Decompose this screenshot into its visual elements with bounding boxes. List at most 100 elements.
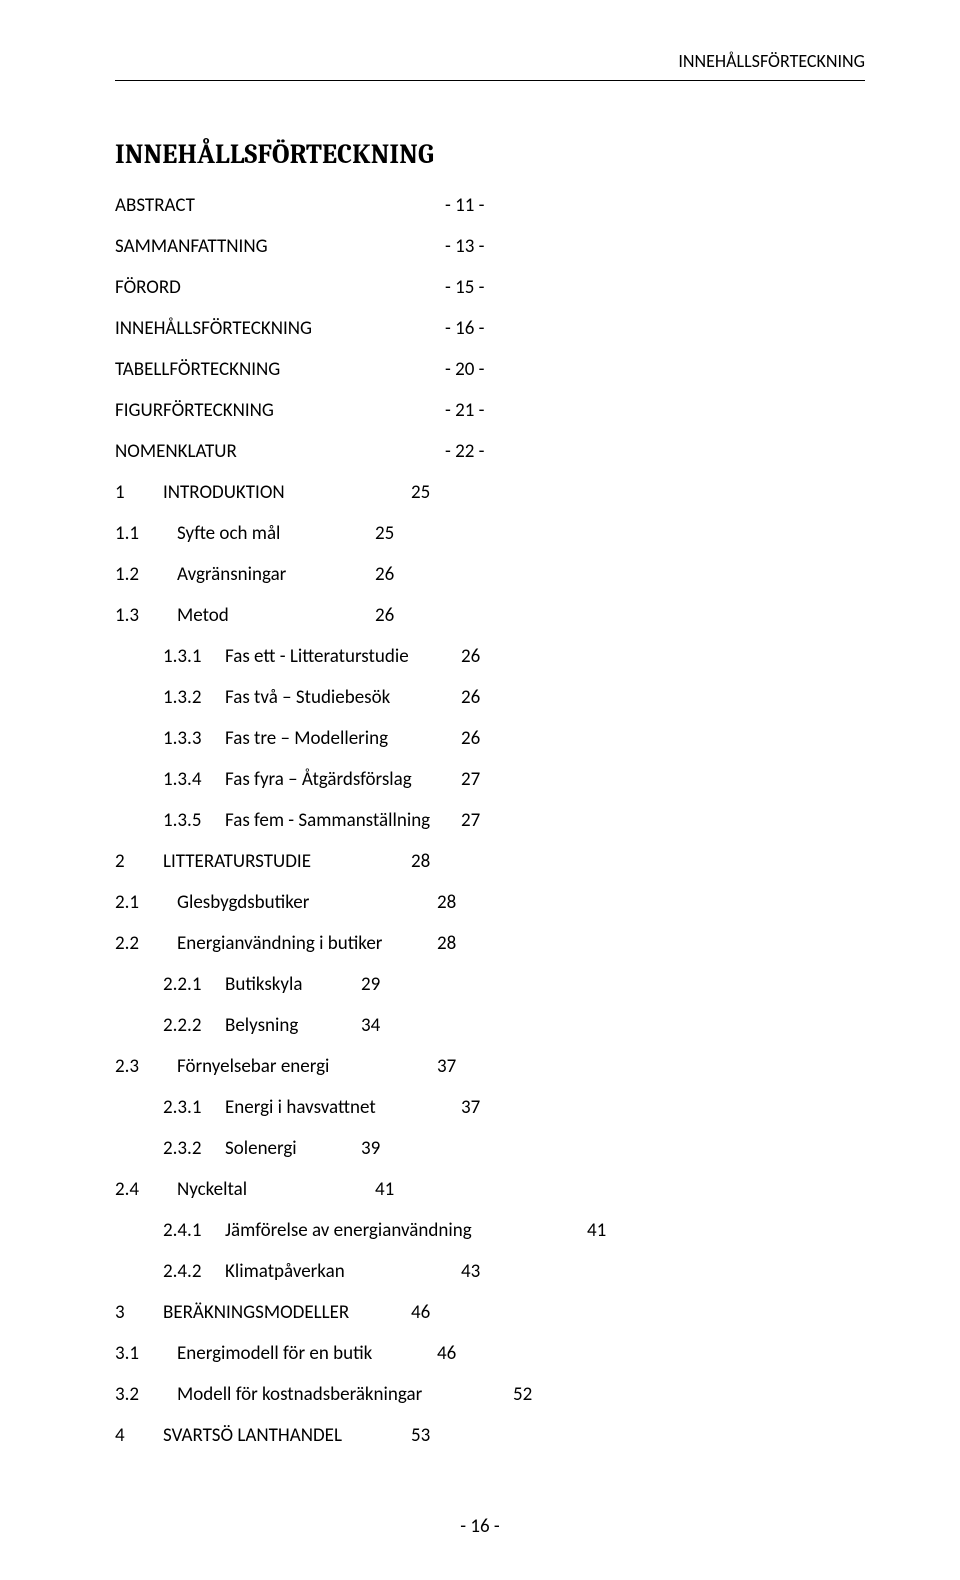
toc-entry-page: - 15 - — [445, 276, 484, 299]
toc-entry-title: Solenergi — [225, 1137, 361, 1160]
toc-entry-page: 26 — [461, 686, 480, 709]
toc-entry-number: 2.4 — [115, 1178, 177, 1201]
toc-entry-title: INNEHÅLLSFÖRTECKNING — [115, 317, 445, 340]
toc-entry-page: 53 — [411, 1424, 430, 1447]
toc-entry-title: FIGURFÖRTECKNING — [115, 399, 445, 422]
toc-entry-title: SVARTSÖ LANTHANDEL — [163, 1424, 411, 1447]
toc-row: 1.3.4Fas fyra – Åtgärdsförslag27 — [115, 768, 865, 791]
toc-entry-number: 2.3 — [115, 1055, 177, 1078]
toc-row: 2.4Nyckeltal41 — [115, 1178, 865, 1201]
toc-entry-title: Glesbygdsbutiker — [177, 891, 437, 914]
page-title: INNEHÅLLSFÖRTECKNING — [115, 139, 865, 170]
toc-row: 2.3.2Solenergi39 — [115, 1137, 865, 1160]
toc-entry-title: Nyckeltal — [177, 1178, 375, 1201]
toc-entry-number: 1.3.5 — [163, 809, 225, 832]
toc-row: 1.3.3Fas tre – Modellering26 — [115, 727, 865, 750]
toc-entry-title: Fas fyra – Åtgärdsförslag — [225, 768, 461, 791]
toc-entry-title: Energianvändning i butiker — [177, 932, 437, 955]
toc-front-row: ABSTRACT- 11 - — [115, 194, 865, 217]
toc-front-row: NOMENKLATUR- 22 - — [115, 440, 865, 463]
toc-entry-number: 1.3.4 — [163, 768, 225, 791]
toc-entry-page: - 11 - — [445, 194, 484, 217]
toc-entry-title: Fas två – Studiebesök — [225, 686, 461, 709]
toc-row: 2.4.2Klimatpåverkan43 — [115, 1260, 865, 1283]
toc-entry-page: 37 — [437, 1055, 456, 1078]
toc-entry-title: Modell för kostnadsberäkningar — [177, 1383, 513, 1406]
toc-entry-page: - 16 - — [445, 317, 484, 340]
toc-entry-page: 26 — [461, 645, 480, 668]
toc-entry-page: 41 — [375, 1178, 394, 1201]
toc-row: 3.2Modell för kostnadsberäkningar52 — [115, 1383, 865, 1406]
toc-entry-page: 52 — [513, 1383, 532, 1406]
toc-entry-number: 1.3.1 — [163, 645, 225, 668]
toc-row: 3.1Energimodell för en butik46 — [115, 1342, 865, 1365]
page-number-footer: - 16 - — [0, 1515, 960, 1538]
toc-front-row: INNEHÅLLSFÖRTECKNING- 16 - — [115, 317, 865, 340]
toc-entry-page: 27 — [461, 768, 480, 791]
toc-entry-page: 34 — [361, 1014, 380, 1037]
toc-entry-page: 39 — [361, 1137, 380, 1160]
toc-entry-page: 41 — [587, 1219, 606, 1242]
toc-row: 2.2Energianvändning i butiker28 — [115, 932, 865, 955]
toc-entry-page: 28 — [437, 891, 456, 914]
toc-entry-number: 3 — [115, 1301, 163, 1324]
toc-entry-title: Avgränsningar — [177, 563, 375, 586]
toc-row: 2.3Förnyelsebar energi37 — [115, 1055, 865, 1078]
toc-entry-number: 1.1 — [115, 522, 177, 545]
table-of-contents: ABSTRACT- 11 - SAMMANFATTNING- 13 - FÖRORD… — [115, 194, 865, 1447]
toc-entry-page: 46 — [437, 1342, 456, 1365]
toc-entry-page: 43 — [461, 1260, 480, 1283]
toc-entry-number: 1.3.3 — [163, 727, 225, 750]
toc-entry-title: Belysning — [225, 1014, 361, 1037]
toc-entry-page: 28 — [411, 850, 430, 873]
toc-entry-number: 2.3.1 — [163, 1096, 225, 1119]
toc-row: 3BERÄKNINGSMODELLER46 — [115, 1301, 865, 1324]
toc-entry-number: 3.1 — [115, 1342, 177, 1365]
toc-entry-number: 2.2.2 — [163, 1014, 225, 1037]
toc-row: 2.2.1Butikskyla29 — [115, 973, 865, 996]
toc-front-row: TABELLFÖRTECKNING- 20 - — [115, 358, 865, 381]
header-rule — [115, 80, 865, 81]
toc-entry-number: 2.4.1 — [163, 1219, 225, 1242]
toc-entry-title: Jämförelse av energianvändning — [225, 1219, 587, 1242]
toc-row: 2LITTERATURSTUDIE28 — [115, 850, 865, 873]
toc-entry-title: Metod — [177, 604, 375, 627]
toc-front-row: FIGURFÖRTECKNING- 21 - — [115, 399, 865, 422]
toc-row: 1.3.1Fas ett - Litteraturstudie26 — [115, 645, 865, 668]
toc-entry-number: 2.2 — [115, 932, 177, 955]
toc-entry-title: LITTERATURSTUDIE — [163, 850, 411, 873]
toc-entry-title: Syfte och mål — [177, 522, 375, 545]
toc-entry-page: 25 — [375, 522, 394, 545]
toc-entry-page: 46 — [411, 1301, 430, 1324]
toc-entry-number: 1.2 — [115, 563, 177, 586]
toc-entry-page: 37 — [461, 1096, 480, 1119]
toc-entry-page: 29 — [361, 973, 380, 996]
running-head: INNEHÅLLSFÖRTECKNING — [115, 50, 865, 72]
toc-entry-number: 4 — [115, 1424, 163, 1447]
toc-entry-number: 2 — [115, 850, 163, 873]
toc-row: 1INTRODUKTION25 — [115, 481, 865, 504]
toc-entry-title: Fas tre – Modellering — [225, 727, 461, 750]
toc-row: 2.3.1Energi i havsvattnet37 — [115, 1096, 865, 1119]
toc-entry-title: FÖRORD — [115, 276, 445, 299]
toc-entry-number: 2.3.2 — [163, 1137, 225, 1160]
toc-entry-title: Förnyelsebar energi — [177, 1055, 437, 1078]
toc-entry-title: TABELLFÖRTECKNING — [115, 358, 445, 381]
toc-entry-page: - 22 - — [445, 440, 484, 463]
toc-entry-title: NOMENKLATUR — [115, 440, 445, 463]
toc-entry-title: Energi i havsvattnet — [225, 1096, 461, 1119]
toc-front-row: SAMMANFATTNING- 13 - — [115, 235, 865, 258]
toc-entry-title: INTRODUKTION — [163, 481, 411, 504]
toc-row: 1.1Syfte och mål25 — [115, 522, 865, 545]
toc-row: 1.3.5Fas fem - Sammanställning27 — [115, 809, 865, 832]
toc-entry-number: 1.3.2 — [163, 686, 225, 709]
toc-entry-number: 2.4.2 — [163, 1260, 225, 1283]
toc-row: 4SVARTSÖ LANTHANDEL53 — [115, 1424, 865, 1447]
toc-entry-title: ABSTRACT — [115, 194, 445, 217]
toc-entry-page: - 13 - — [445, 235, 484, 258]
toc-entry-page: - 20 - — [445, 358, 484, 381]
toc-row: 2.2.2Belysning34 — [115, 1014, 865, 1037]
toc-entry-number: 1.3 — [115, 604, 177, 627]
toc-entry-title: Fas fem - Sammanställning — [225, 809, 461, 832]
toc-row: 1.2Avgränsningar26 — [115, 563, 865, 586]
